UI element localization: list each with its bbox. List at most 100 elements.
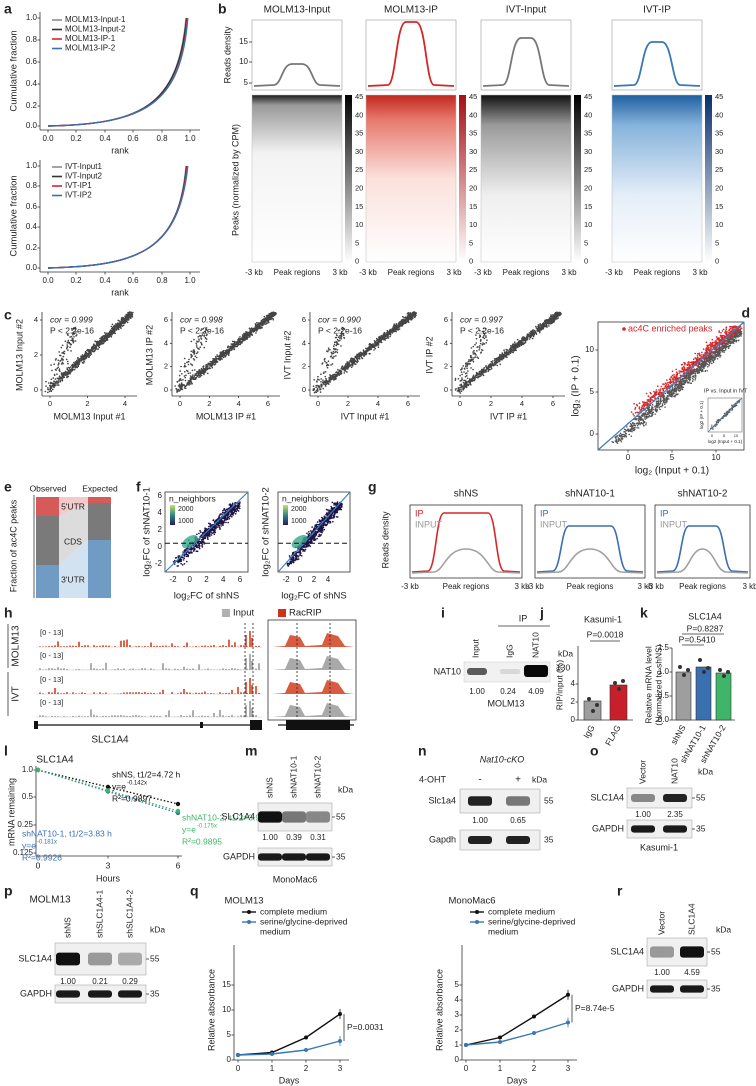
scatter-points bbox=[454, 327, 488, 391]
colorbar bbox=[705, 95, 712, 262]
colorbar-tick-label: 35 bbox=[584, 129, 592, 138]
colorbar-tick-label: 10 bbox=[355, 220, 363, 229]
x-tick-label: 0 bbox=[236, 1064, 241, 1073]
x-tick-label: 6 bbox=[551, 399, 555, 408]
quantification: 1.00 bbox=[469, 687, 485, 696]
band bbox=[650, 946, 674, 958]
chart-title: MonoMac6 bbox=[449, 896, 496, 907]
x-label: Peak regions bbox=[634, 268, 681, 277]
column-label: Observed bbox=[30, 483, 67, 493]
p-value: P=0.0018 bbox=[587, 629, 624, 639]
band bbox=[680, 985, 704, 993]
annotation: shNAT10-1, t1/2=3.83 h bbox=[22, 828, 112, 838]
colorbar-tick-label: 25 bbox=[469, 165, 477, 174]
profile-frame bbox=[365, 19, 457, 91]
band bbox=[500, 669, 520, 674]
y-tick-label: 0.8 bbox=[26, 35, 38, 44]
x-axis-label: IVT Input #1 bbox=[341, 411, 390, 421]
inset-tick: 10 bbox=[734, 433, 739, 438]
plot-frame bbox=[409, 504, 523, 579]
legend-label: MOLM13-Input-2 bbox=[65, 25, 126, 34]
colorbar-tick-label: 10 bbox=[584, 220, 592, 229]
legend-label: INPUT bbox=[540, 519, 568, 529]
x-axis-label: log₂FC of shNS bbox=[174, 591, 239, 602]
legend-label: complete medium bbox=[488, 906, 555, 916]
y-axis-label: Relative absorbance bbox=[434, 969, 444, 1051]
marker-label: 55 bbox=[696, 792, 706, 802]
protein-label: NAT10 bbox=[434, 666, 461, 676]
y-tick-label: 1.0 bbox=[658, 667, 670, 676]
y-tick-label: 0 bbox=[455, 1055, 460, 1064]
y-axis-label: IVT IP #2 bbox=[424, 336, 434, 373]
connector bbox=[59, 503, 88, 565]
y-tick-label: 4 bbox=[158, 508, 163, 517]
dot bbox=[686, 668, 690, 672]
y-axis-label: IVT Input #2 bbox=[282, 331, 292, 380]
x-tick-label: 4 bbox=[221, 575, 226, 584]
point bbox=[464, 1043, 468, 1047]
curve bbox=[47, 165, 189, 269]
panel-letter: j bbox=[539, 605, 544, 621]
growth-line bbox=[237, 1040, 341, 1056]
x-label: -3 kb bbox=[474, 268, 492, 277]
band bbox=[506, 796, 530, 806]
x-tick-label: 1.0 bbox=[184, 134, 196, 143]
scatter-points bbox=[312, 326, 346, 391]
y-tick-label: 1.0 bbox=[26, 161, 38, 170]
y-tick-label: 4 bbox=[455, 995, 460, 1004]
panel-letter: f bbox=[136, 479, 141, 495]
plot-frame bbox=[534, 504, 646, 579]
dot bbox=[678, 665, 682, 669]
p-value: P=8.74e-5 bbox=[575, 1003, 615, 1013]
x-axis-label: MOLM13 IP #1 bbox=[196, 411, 256, 421]
y-tick-label: 10 bbox=[239, 57, 248, 66]
quantification: 0.39 bbox=[286, 833, 302, 842]
colorbar-tick-label: 0 bbox=[355, 257, 359, 266]
x-label: -3 kb bbox=[359, 268, 377, 277]
colorbar-tick-label: 0 bbox=[584, 257, 588, 266]
y-tick-label: 6 bbox=[158, 491, 163, 500]
band bbox=[88, 952, 112, 966]
y-axis-label: (Normalized to shNS) bbox=[653, 644, 663, 725]
growth-line bbox=[465, 994, 569, 1046]
x-label: 3 kb bbox=[446, 268, 462, 277]
x-label: -3 kb bbox=[605, 268, 623, 277]
r-squared: R²=0.9926 bbox=[22, 852, 62, 862]
y-tick-label: 15 bbox=[239, 37, 248, 46]
panel-letter: n bbox=[418, 743, 427, 759]
y-axis-label: log₂FC of shNAT10-2 bbox=[261, 487, 272, 577]
y-tick-label: 2 bbox=[302, 362, 306, 371]
colorbar-tick-label: 5 bbox=[584, 238, 588, 247]
colorbar-tick-label: 10 bbox=[715, 220, 723, 229]
x-tick-label: 0.6 bbox=[127, 276, 139, 285]
kda-label: kDa bbox=[698, 766, 713, 776]
y-tick-label: 0 bbox=[34, 385, 38, 394]
lane-label: shNAT10-2 bbox=[312, 755, 322, 798]
column-title: shNS bbox=[454, 489, 479, 500]
x-tick-label: 2 bbox=[304, 1064, 309, 1073]
point bbox=[175, 801, 181, 807]
panel-letter: b bbox=[218, 1, 227, 17]
ip-curve bbox=[536, 525, 644, 573]
x-label: 3 kb bbox=[561, 268, 577, 277]
legend-label: medium bbox=[260, 926, 290, 936]
y-tick-label: 6 bbox=[444, 315, 448, 324]
heatmap bbox=[365, 94, 457, 263]
plot-frame bbox=[277, 491, 351, 573]
x-label: Peak regions bbox=[443, 582, 490, 591]
segment bbox=[36, 565, 59, 598]
x-tick-label: 2 bbox=[489, 399, 493, 408]
legend-marker bbox=[475, 910, 479, 914]
exon bbox=[286, 720, 350, 730]
colorbar bbox=[574, 95, 581, 262]
x-tick-label: 0 bbox=[626, 453, 631, 462]
x-tick-label: 0 bbox=[464, 1064, 469, 1073]
panel-letter: o bbox=[590, 743, 599, 759]
dot bbox=[621, 679, 625, 683]
gene-name: SLC1A4 bbox=[91, 735, 129, 746]
equation: y=e bbox=[112, 781, 126, 791]
band bbox=[680, 946, 704, 958]
dot bbox=[706, 666, 710, 670]
y-tick-label: 0 bbox=[571, 715, 576, 724]
